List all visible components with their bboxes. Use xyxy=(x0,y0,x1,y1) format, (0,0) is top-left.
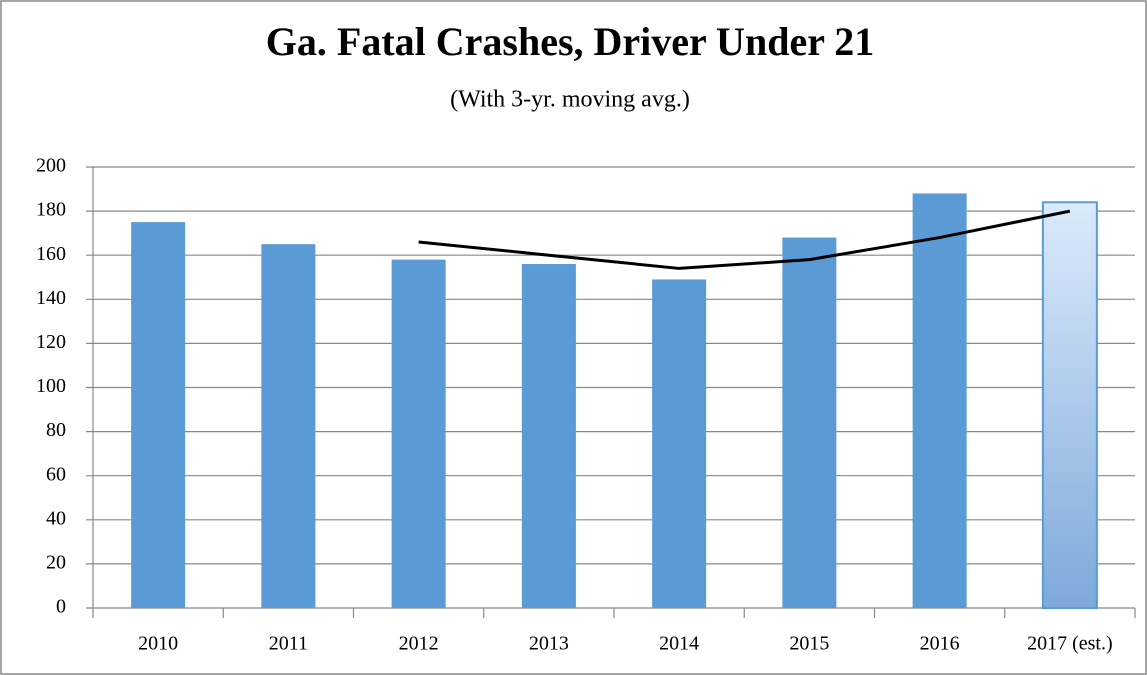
bar xyxy=(261,244,316,609)
x-tick-label: 2015 xyxy=(789,633,829,655)
x-tick-label: 2011 xyxy=(269,633,308,655)
bar xyxy=(782,237,837,608)
x-tick-label: 2016 xyxy=(920,633,960,655)
bar xyxy=(391,259,446,608)
y-tick-label: 100 xyxy=(36,375,66,397)
y-tick-label: 60 xyxy=(46,463,66,485)
chart-subtitle: (With 3-yr. moving avg.) xyxy=(450,87,690,113)
y-tick-label: 200 xyxy=(36,155,66,177)
bar xyxy=(912,193,967,608)
y-tick-label: 40 xyxy=(46,507,66,529)
y-tick-label: 20 xyxy=(46,551,66,573)
x-tick-label: 2012 xyxy=(399,633,439,655)
chart-title: Ga. Fatal Crashes, Driver Under 21 xyxy=(266,19,874,64)
y-tick-label: 180 xyxy=(36,199,66,221)
y-tick-label: 140 xyxy=(36,287,66,309)
y-tick-label: 80 xyxy=(46,419,66,441)
y-tick-label: 0 xyxy=(56,596,66,618)
x-tick-label: 2013 xyxy=(529,633,569,655)
x-tick-label: 2010 xyxy=(138,633,178,655)
y-tick-label: 120 xyxy=(36,331,66,353)
bar xyxy=(1041,201,1098,609)
bar xyxy=(521,264,576,608)
y-tick-label: 160 xyxy=(36,243,66,265)
moving-average-line xyxy=(418,209,1071,270)
x-tick-label: 2017 (est.) xyxy=(1027,633,1113,655)
x-tick-label: 2014 xyxy=(659,633,699,655)
bar xyxy=(131,222,186,608)
bar xyxy=(652,279,707,608)
